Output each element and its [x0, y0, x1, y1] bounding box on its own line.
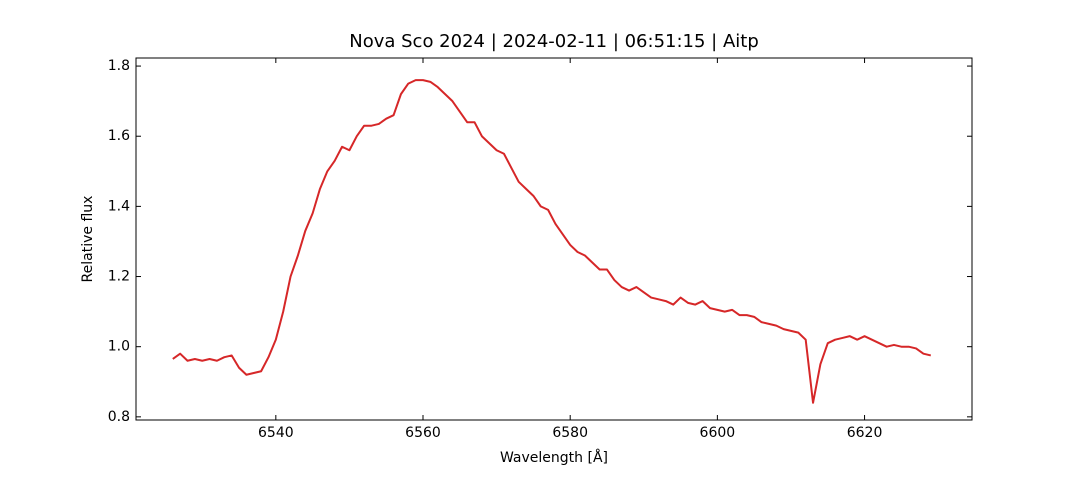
x-tick-label: 6620: [847, 425, 883, 441]
x-tick-label: 6600: [700, 425, 736, 441]
y-tick-label: 1.8: [108, 58, 130, 74]
y-tick-label: 1.0: [108, 339, 130, 355]
y-tick-label: 1.2: [108, 269, 130, 285]
chart-title: Nova Sco 2024 | 2024-02-11 | 06:51:15 | …: [349, 31, 759, 52]
x-tick-label: 6560: [405, 425, 441, 441]
y-tick-label: 0.8: [108, 409, 130, 425]
y-axis-label: Relative flux: [80, 196, 96, 283]
x-tick-label: 6540: [258, 425, 294, 441]
y-tick-label: 1.4: [108, 198, 130, 214]
y-tick-label: 1.6: [108, 128, 130, 144]
x-tick-label: 6580: [552, 425, 588, 441]
spectrum-line: [172, 79, 932, 404]
x-axis-label: Wavelength [Å]: [500, 449, 608, 466]
plot-frame: [135, 57, 973, 421]
